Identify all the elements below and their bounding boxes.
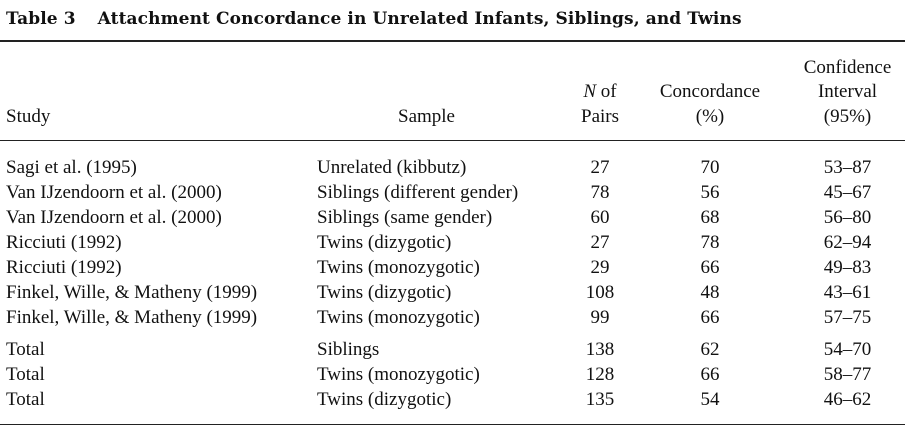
header-study: Study: [6, 106, 51, 127]
cell-concordance: 56: [700, 182, 720, 203]
cell-sample: Siblings: [317, 339, 380, 360]
top-rule: [0, 40, 905, 42]
header-sample: Sample: [398, 106, 455, 127]
cell-ci: 43–61: [823, 282, 872, 303]
cell-sample: Unrelated (kibbutz): [317, 157, 467, 178]
cell-n: 27: [590, 157, 610, 178]
cell-study: Ricciuti (1992): [6, 257, 122, 278]
cell-sample: Siblings (different gender): [317, 182, 519, 203]
cell-study: Finkel, Wille, & Matheny (1999): [6, 307, 258, 328]
header-rule: [0, 140, 905, 141]
cell-study: Van IJzendoorn et al. (2000): [6, 207, 222, 228]
cell-concordance: 66: [700, 364, 720, 385]
cell-study: Finkel, Wille, & Matheny (1999): [6, 282, 258, 303]
cell-n: 27: [590, 232, 610, 253]
cell-sample: Twins (monozygotic): [317, 257, 480, 278]
cell-study: Ricciuti (1992): [6, 232, 122, 253]
cell-n: 128: [585, 364, 615, 385]
cell-study: Sagi et al. (1995): [6, 157, 137, 178]
header-concordance-line1: Concordance: [659, 81, 761, 102]
header-ci-line3: (95%): [823, 106, 872, 127]
table-caption: Attachment Concordance in Unrelated Infa…: [97, 9, 742, 29]
cell-ci: 45–67: [823, 182, 872, 203]
cell-sample: Twins (dizygotic): [317, 389, 452, 410]
cell-study: Total: [6, 364, 45, 385]
header-ci-line1: Confidence: [803, 57, 892, 78]
cell-sample: Twins (monozygotic): [317, 364, 480, 385]
cell-study: Total: [6, 389, 45, 410]
cell-ci: 56–80: [823, 207, 872, 228]
cell-sample: Siblings (same gender): [317, 207, 493, 228]
cell-sample: Twins (dizygotic): [317, 282, 452, 303]
cell-study: Van IJzendoorn et al. (2000): [6, 182, 222, 203]
header-n-symbol: N: [583, 81, 597, 102]
cell-ci: 53–87: [823, 157, 872, 178]
cell-n: 108: [585, 282, 615, 303]
cell-concordance: 62: [700, 339, 720, 360]
cell-ci: 54–70: [823, 339, 872, 360]
cell-n: 99: [590, 307, 610, 328]
cell-concordance: 54: [700, 389, 720, 410]
header-n-of: of: [596, 81, 617, 102]
cell-concordance: 78: [700, 232, 720, 253]
cell-ci: 57–75: [823, 307, 872, 328]
cell-ci: 62–94: [823, 232, 872, 253]
header-concordance-line2: (%): [695, 106, 725, 127]
cell-concordance: 68: [700, 207, 720, 228]
table-title: Table 3 Attachment Concordance in Unrelat…: [6, 9, 742, 29]
cell-n: 138: [585, 339, 615, 360]
cell-sample: Twins (dizygotic): [317, 232, 452, 253]
cell-ci: 46–62: [823, 389, 872, 410]
header-n-line1: N of: [572, 79, 628, 104]
cell-concordance: 70: [700, 157, 720, 178]
cell-n: 60: [590, 207, 610, 228]
header-n-line2: Pairs: [581, 106, 619, 127]
table-number: Table 3: [6, 9, 76, 29]
cell-study: Total: [6, 339, 45, 360]
cell-n: 135: [585, 389, 615, 410]
cell-ci: 58–77: [823, 364, 872, 385]
cell-concordance: 66: [700, 307, 720, 328]
bottom-rule: [0, 424, 905, 425]
header-ci-line2: Interval: [817, 81, 878, 102]
cell-n: 29: [590, 257, 610, 278]
cell-n: 78: [590, 182, 610, 203]
cell-concordance: 66: [700, 257, 720, 278]
cell-ci: 49–83: [823, 257, 872, 278]
cell-concordance: 48: [700, 282, 720, 303]
cell-sample: Twins (monozygotic): [317, 307, 480, 328]
